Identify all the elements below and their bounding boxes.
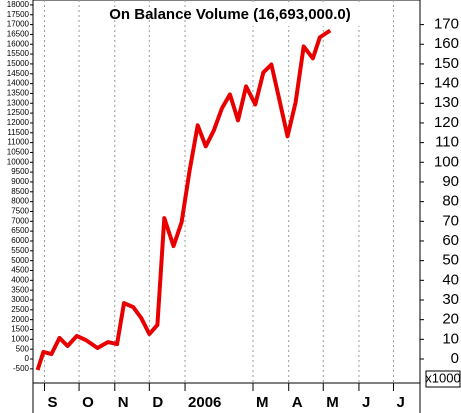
y-tick-label: 9000 [11,177,29,186]
x-tick-label: N [118,394,129,411]
y-tick-label: 8000 [11,197,29,206]
x-tick-label: J [397,394,405,411]
y-tick-label: 1000 [11,334,29,343]
y2-tick-label: 110 [435,134,459,151]
x-tick-label: 2006 [188,394,221,411]
x-tick-label: J [362,394,370,411]
title-background [220,4,380,26]
y2-tick-label: 60 [442,232,459,249]
y-tick-label: 3000 [11,295,29,304]
y-tick-label: 0 [25,354,30,363]
y2-tick-label: 160 [434,35,459,52]
y2-tick-label: 20 [442,311,459,328]
chart-title: On Balance Volume (16,693,000.0) [109,6,351,23]
y2-tick-label: 50 [442,252,459,269]
y-tick-label: 12500 [7,108,30,117]
y-tick-label: 15000 [7,59,30,68]
y-tick-label: 4500 [11,266,29,275]
y-tick-label: 1500 [11,325,29,334]
x-tick-label: M [256,394,269,411]
y-tick-label: 17500 [7,10,30,19]
y-tick-label: 12000 [7,118,30,127]
y-tick-label: 16000 [7,39,30,48]
x-tick-label: S [48,394,58,411]
y2-tick-label: 90 [442,173,459,190]
y-tick-label: 11000 [7,138,29,147]
y2-tick-label: 140 [434,75,459,92]
unit-box [425,370,461,388]
y2-tick-label: 150 [434,55,459,72]
y2-tick-label: 80 [442,193,459,210]
y-tick-label: 2500 [11,305,29,314]
y2-tick-label: 100 [434,153,459,170]
y-tick-label: 500 [16,344,30,353]
y2-tick-label: 30 [442,291,459,308]
y-tick-label: 6500 [11,226,29,235]
y2-tick-label: 10 [442,330,459,347]
y2-tick-label: 120 [434,114,459,131]
y-tick-label: 5500 [11,246,29,255]
y-tick-label: 2000 [11,315,29,324]
y-tick-label: 14500 [7,69,30,78]
y-tick-label: 3500 [11,285,29,294]
y2-tick-label: 0 [451,350,459,367]
y-tick-label: 9500 [11,167,29,176]
y2-tick-label: 130 [434,94,459,111]
plot-frame [32,0,421,384]
y-tick-label: 4000 [11,275,29,284]
y-tick-label: 17000 [7,20,30,29]
y2-tick-label: 40 [442,271,459,288]
line-series [35,28,332,371]
x-tick-label: D [152,394,163,411]
y-tick-label: 16500 [7,30,30,39]
y-tick-label: 14000 [7,79,30,88]
y2-tick-label: 170 [434,16,459,33]
y-tick-label: 13000 [7,98,30,107]
y-tick-label: 11500 [7,128,29,137]
y-tick-label: 7000 [11,216,29,225]
y-tick-label: 6000 [11,236,29,245]
y-tick-label: 18000 [7,0,30,9]
unit-label: x1000 [425,370,460,385]
x-tick-label: M [326,394,339,411]
y-tick-label: 10500 [7,148,30,157]
y-tick-label: 8500 [11,187,29,196]
x-tick-label: A [292,394,303,411]
y-tick-label: 5000 [11,256,29,265]
x-tick-label: O [82,394,94,411]
y2-tick-label: 70 [442,212,459,229]
y-tick-label: -500 [13,364,30,373]
y-tick-label: 13500 [7,89,30,98]
y-tick-label: 15500 [7,49,30,58]
y-tick-label: 7500 [11,207,29,216]
y-tick-label: 10000 [7,157,30,166]
